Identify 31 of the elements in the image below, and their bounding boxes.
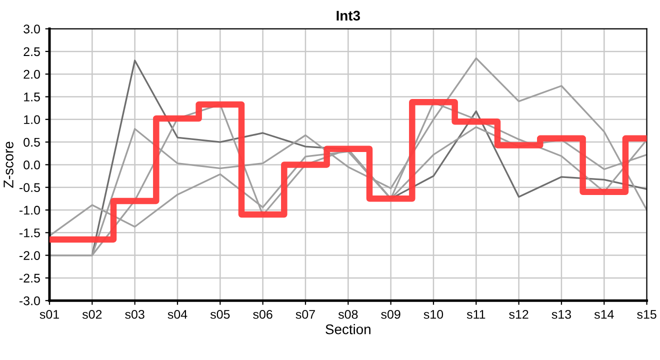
y-tick-label: -2.0: [19, 251, 40, 260]
y-axis-title: Z-score: [4, 142, 14, 188]
x-tick-label: s12: [509, 310, 528, 319]
x-tick-label: s14: [594, 310, 614, 319]
y-tick-label: 2.0: [24, 70, 40, 79]
y-tick-label: 0.0: [24, 160, 40, 170]
x-tick-label: s10: [424, 310, 444, 319]
x-axis-title: Section: [326, 324, 370, 334]
y-tick-label: 1.0: [24, 115, 40, 124]
y-tick-label: 1.5: [24, 92, 40, 102]
x-tick-label: s09: [381, 310, 400, 319]
x-tick-label: s11: [466, 310, 486, 319]
y-tick-label: -3.0: [19, 296, 40, 306]
y-tick-label: 0.5: [24, 138, 40, 147]
y-tick-label: 2.5: [24, 47, 40, 56]
x-tick-label: s15: [637, 310, 656, 319]
y-tick-label: 3.0: [24, 24, 40, 34]
x-tick-label: s07: [296, 310, 315, 319]
y-tick-label: -1.5: [19, 228, 40, 238]
x-tick-label: s13: [552, 310, 571, 319]
y-tick-label: -2.5: [19, 274, 40, 283]
x-tick-label: s02: [82, 310, 102, 319]
chart-title: Int3: [336, 10, 360, 21]
x-tick-label: s01: [40, 310, 59, 319]
y-tick-label: -0.5: [19, 183, 40, 192]
x-tick-label: s08: [338, 310, 358, 319]
y-tick-label: -1.0: [19, 206, 40, 215]
x-tick-label: s05: [210, 310, 230, 319]
x-tick-label: s04: [168, 310, 188, 319]
x-tick-label: s03: [125, 310, 144, 319]
x-tick-label: s06: [253, 310, 272, 319]
